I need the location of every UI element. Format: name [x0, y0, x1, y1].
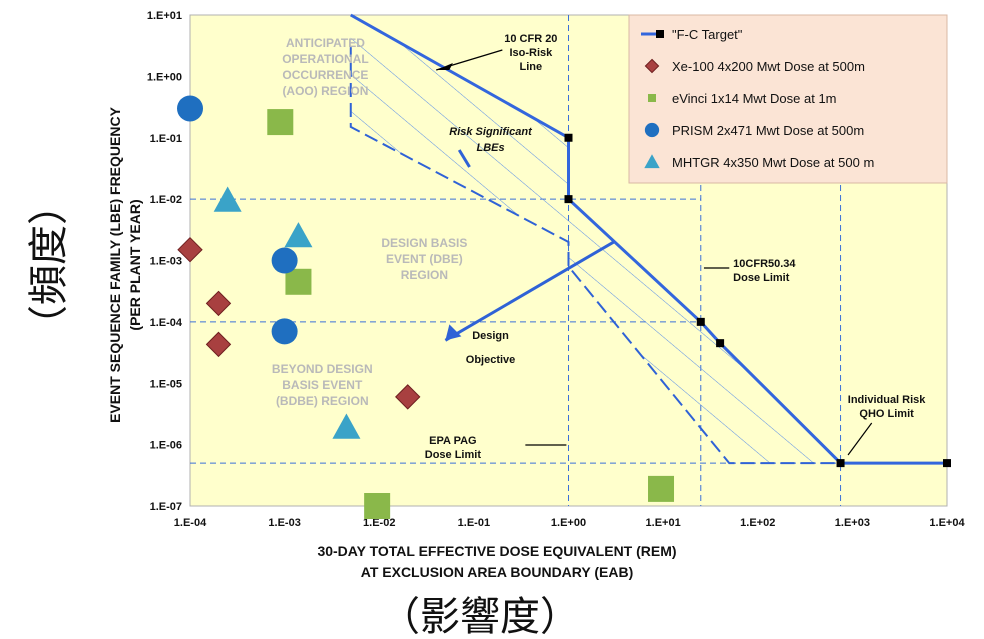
legend-marker-3: [648, 94, 656, 102]
point-series-3-2: [285, 268, 312, 295]
design-objective-arrow-head: [445, 324, 462, 341]
y-tick-8: 1.E+00: [147, 71, 182, 83]
point-series-3-4: [648, 475, 675, 502]
point-series-2-2: [205, 290, 232, 317]
x-axis-jp-label: （影響度）: [380, 594, 580, 639]
y-tick-6: 1.E-02: [150, 194, 182, 206]
x-tick-6: 1.E+01: [646, 517, 681, 529]
bdbe-region-label-line-3: (BDBE) REGION: [276, 394, 369, 408]
annotations: 10 CFR 20 Iso-Risk Line Risk Significant LBE…: [425, 33, 927, 461]
iso-risk-label-line-2: Iso-Risk: [509, 47, 553, 59]
inner-dashed-boundary: [349, 47, 835, 465]
point-series-2-1: [177, 236, 203, 263]
qho-pointer: [847, 422, 873, 456]
point-series-1-1: [564, 133, 573, 142]
legend-marker-2: [644, 58, 660, 74]
point-series-2-3: [205, 331, 232, 358]
dbe-region-label-line-3: REGION: [401, 268, 448, 282]
y-axis-label-line-2: (PER PLANT YEAR): [127, 199, 143, 330]
y-tick-3: 1.E-05: [150, 378, 182, 390]
epa-pag-label-line-2: Dose Limit: [425, 449, 482, 461]
iso-risk-label-line-3: Line: [520, 61, 543, 73]
x-tick-5: 1.E+00: [551, 517, 586, 529]
dose-limit-5034-label-line-2: Dose Limit: [733, 272, 790, 284]
axis-labels: 30-DAY TOTAL EFFECTIVE DOSE EQUIVALENT (…: [26, 106, 677, 639]
point-series-3-1: [267, 109, 294, 136]
legend-box: [628, 14, 948, 184]
point-series-5-2: [284, 222, 313, 248]
point-series-1-4: [716, 339, 725, 348]
point-series-1-2: [564, 195, 573, 204]
bdbe-region-label-line-1: BEYOND DESIGN: [272, 362, 373, 376]
x-tick-7: 1.E+02: [740, 517, 775, 529]
x-tick-1: 1.E-04: [174, 517, 207, 529]
point-series-1-3: [696, 317, 705, 326]
dbe-region-label-line-1: DESIGN BASIS: [381, 236, 467, 250]
y-tick-1: 1.E-07: [150, 501, 182, 513]
aoo-region-label-line-1: ANTICIPATED: [286, 36, 365, 50]
iso-risk-pointer-head: [436, 63, 453, 70]
legend-label-5: MHTGR 4x350 Mwt Dose at 500 m: [672, 155, 874, 170]
dbe-region-label-line-2: EVENT (DBE): [386, 252, 463, 266]
region-labels: ANTICIPATED OPERATIONAL OCCURRENCE (AOO) RE…: [272, 36, 467, 408]
x-axis-label-line-1: 30-DAY TOTAL EFFECTIVE DOSE EQUIVALENT (…: [317, 543, 676, 559]
legend-marker-1: [656, 30, 664, 38]
y-tick-4: 1.E-04: [150, 317, 183, 329]
point-series-2-4: [395, 384, 421, 410]
point-series-4-2: [271, 247, 298, 274]
legend-marker-4: [644, 122, 660, 138]
tick-labels: 1.E-04 1.E-03 1.E-02 1.E-01 1.E+00 1.E+01 1.E+…: [147, 10, 966, 529]
y-axis-label-line-1: EVENT SEQUENCE FAMILY (LBE) FREQUENCY: [107, 106, 123, 422]
epa-pag-label-line-1: EPA PAG: [429, 435, 476, 447]
y-tick-2: 1.E-06: [150, 440, 182, 452]
risk-significant-arrow: [457, 149, 471, 168]
iso-risk-label-line-1: 10 CFR 20: [504, 33, 557, 45]
dose-limit-5034-label-line-1: 10CFR50.34: [733, 258, 796, 270]
qho-label-line-2: QHO Limit: [859, 408, 914, 420]
legend-label-4: PRISM 2x471 Mwt Dose at 500m: [672, 123, 864, 138]
aoo-region-label-line-4: (AOO) REGION: [282, 84, 368, 98]
point-series-4-3: [271, 318, 298, 345]
risk-significant-label-line-2: LBEs: [476, 142, 504, 154]
y-axis-jp-label: （頻度）: [26, 185, 72, 345]
design-objective-label-line-1: Design: [472, 330, 509, 342]
design-objective-arrow-shaft: [444, 240, 615, 342]
legend-marker-5: [644, 154, 660, 169]
data-points: [177, 95, 951, 519]
aoo-region-label-line-3: OCCURRENCE: [282, 68, 368, 82]
risk-significant-band: [349, 15, 841, 465]
point-series-5-1: [213, 186, 242, 212]
risk-significant-label-line-1: Risk Significant: [449, 126, 533, 138]
legend-label-1: "F-C Target": [672, 27, 743, 42]
y-tick-7: 1.E-01: [150, 133, 182, 145]
y-tick-9: 1.E+01: [147, 10, 182, 22]
x-tick-4: 1.E-01: [458, 517, 490, 529]
x-tick-9: 1.E+04: [929, 517, 965, 529]
bdbe-region-label-line-2: BASIS EVENT: [282, 378, 363, 392]
x-tick-8: 1.E+03: [835, 517, 870, 529]
x-axis-label-line-2: AT EXCLUSION AREA BOUNDARY (EAB): [361, 564, 634, 580]
x-tick-3: 1.E-02: [363, 517, 395, 529]
legend-label-2: Xe-100 4x200 Mwt Dose at 500m: [672, 59, 865, 74]
hatch-region: [350, 15, 841, 464]
legend: "F-C Target" Xe-100 4x200 Mwt Dose at 500…: [628, 14, 948, 184]
legend-label-3: eVinci 1x14 Mwt Dose at 1m: [672, 91, 837, 106]
x-tick-2: 1.E-03: [268, 517, 300, 529]
point-series-3-3: [364, 493, 391, 519]
point-series-4-1: [177, 95, 203, 122]
point-series-5-3: [332, 413, 361, 439]
aoo-region-label-line-2: OPERATIONAL: [282, 52, 368, 66]
qho-label-line-1: Individual Risk: [848, 394, 927, 406]
design-objective-label-line-2: Objective: [466, 354, 516, 366]
y-tick-5: 1.E-03: [150, 256, 182, 268]
point-series-1-6: [943, 459, 951, 468]
point-series-1-5: [836, 459, 845, 468]
